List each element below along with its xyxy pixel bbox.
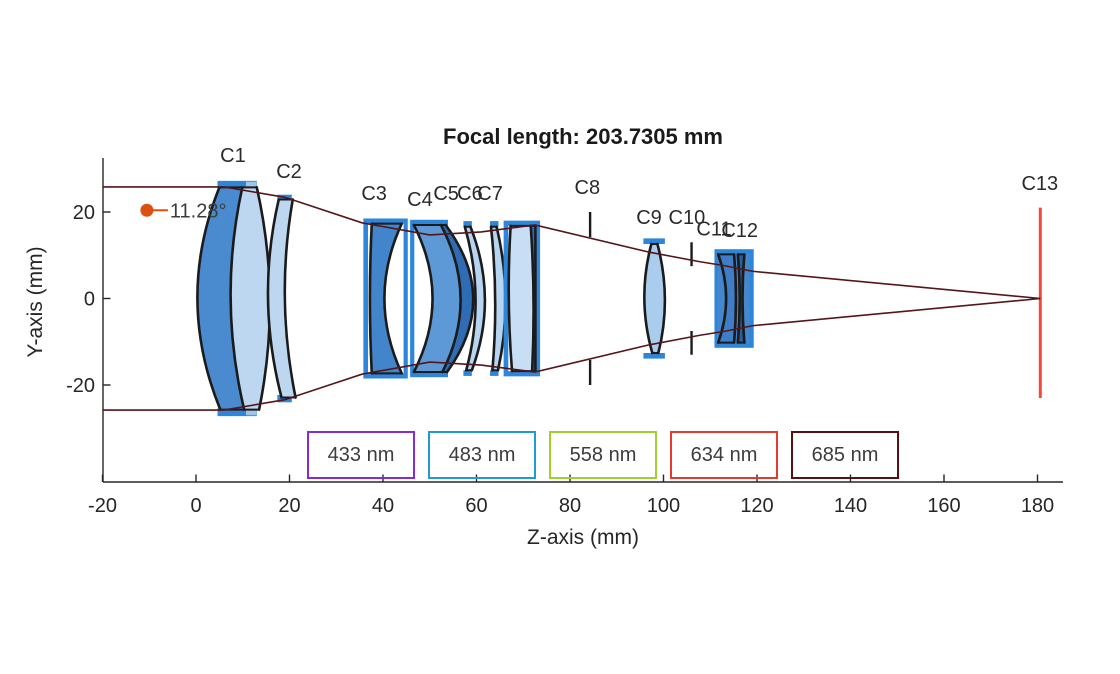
optical-elements bbox=[196, 180, 1042, 417]
lens-surface bbox=[383, 222, 403, 375]
lens-surface bbox=[283, 198, 297, 399]
lens-mount bbox=[463, 221, 472, 227]
legend-item-483-nm: 483 nm bbox=[428, 431, 536, 479]
field-angle-text: 11.28° bbox=[170, 200, 227, 222]
field-angle-annotation: 11.28° bbox=[140, 200, 226, 222]
lens-surface bbox=[656, 242, 667, 355]
lens-body bbox=[508, 225, 534, 372]
label-C8: C8 bbox=[575, 177, 601, 199]
lens-body bbox=[267, 199, 296, 398]
x-tick-label: 180 bbox=[1021, 495, 1054, 517]
lens-surface bbox=[643, 242, 654, 355]
legend-item-433-nm: 433 nm bbox=[307, 431, 415, 479]
lens-mount bbox=[217, 180, 257, 189]
legend-item-558-nm: 558 nm bbox=[549, 431, 657, 479]
legend-item-634-nm: 634 nm bbox=[670, 431, 778, 479]
x-tick-label: 120 bbox=[740, 495, 773, 517]
label-C10: C10 bbox=[669, 207, 706, 229]
element-C5 bbox=[463, 221, 487, 376]
field-point-marker bbox=[140, 203, 154, 217]
lens-mount bbox=[643, 352, 665, 359]
lens-surface bbox=[736, 253, 742, 344]
lens-surface bbox=[266, 198, 283, 399]
marginal-ray bbox=[102, 297, 1041, 411]
x-tick-label: 160 bbox=[927, 495, 960, 517]
lens-surface bbox=[444, 223, 475, 374]
marginal-ray bbox=[102, 186, 1041, 300]
lens-surface bbox=[469, 225, 487, 372]
label-C12: C12 bbox=[721, 220, 758, 242]
lens-mount bbox=[490, 370, 499, 376]
element-C7 bbox=[503, 220, 541, 377]
lens-mount bbox=[246, 181, 257, 188]
y-tick-label: 0 bbox=[84, 289, 95, 311]
element-C2 bbox=[266, 194, 297, 403]
lens-mount bbox=[643, 238, 665, 245]
ray-traces bbox=[102, 186, 1041, 411]
label-C13: C13 bbox=[1021, 173, 1058, 195]
lens-surface bbox=[741, 253, 746, 344]
lens-edge bbox=[718, 253, 735, 344]
y-tick-label: 20 bbox=[73, 202, 95, 224]
label-C3: C3 bbox=[361, 183, 387, 205]
element-C12 bbox=[736, 253, 746, 344]
x-tick-label: 80 bbox=[559, 495, 581, 517]
element-C11 bbox=[714, 249, 754, 348]
lens-edge bbox=[371, 222, 402, 375]
lens-surface bbox=[196, 186, 222, 411]
lens-mount bbox=[490, 221, 499, 227]
label-C9: C9 bbox=[636, 207, 662, 229]
lens-mount bbox=[463, 370, 472, 376]
y-tick-label: -20 bbox=[66, 375, 95, 397]
element-C4 bbox=[410, 219, 475, 378]
label-C6: C6 bbox=[457, 183, 483, 205]
lens-body bbox=[369, 223, 402, 374]
lens-surface bbox=[716, 253, 728, 344]
label-C11: C11 bbox=[696, 218, 731, 240]
figure-title: Focal length: 203.7305 mm bbox=[443, 124, 723, 149]
label-C4: C4 bbox=[407, 189, 433, 211]
lens-surface bbox=[507, 224, 514, 373]
x-tick-label: -20 bbox=[88, 495, 117, 517]
lens-mount bbox=[246, 409, 257, 416]
element-C6 bbox=[489, 221, 507, 376]
x-tick-label: 0 bbox=[190, 495, 201, 517]
lens-surface bbox=[732, 253, 738, 344]
element-C9 bbox=[643, 238, 667, 359]
lens-mount bbox=[277, 194, 292, 203]
lens-surface bbox=[463, 225, 477, 372]
lens-mount bbox=[217, 408, 257, 417]
lens-body bbox=[413, 224, 461, 373]
y-axis-label: Y-axis (mm) bbox=[24, 246, 47, 358]
lens-surface bbox=[439, 223, 462, 374]
x-axis-label: Z-axis (mm) bbox=[527, 526, 639, 549]
lens-body bbox=[230, 187, 270, 410]
x-tick-label: 40 bbox=[372, 495, 394, 517]
lens-surface bbox=[489, 225, 497, 372]
lens-surface bbox=[368, 222, 374, 375]
x-tick-label: 100 bbox=[647, 495, 680, 517]
legend-item-685-nm: 685 nm bbox=[791, 431, 899, 479]
lens-surface bbox=[229, 186, 246, 411]
label-C1: C1 bbox=[220, 145, 246, 167]
label-C2: C2 bbox=[276, 161, 302, 183]
lens-surface bbox=[412, 223, 434, 374]
element-C1 bbox=[196, 180, 272, 417]
element-C3 bbox=[363, 218, 408, 379]
lens-mount bbox=[277, 394, 292, 403]
label-C5: C5 bbox=[433, 183, 459, 205]
lens-body bbox=[644, 244, 665, 353]
x-tick-label: 20 bbox=[278, 495, 300, 517]
x-tick-label: 140 bbox=[834, 495, 867, 517]
lens-surface bbox=[529, 224, 535, 373]
x-tick-label: 60 bbox=[465, 495, 487, 517]
label-C7: C7 bbox=[477, 183, 503, 205]
